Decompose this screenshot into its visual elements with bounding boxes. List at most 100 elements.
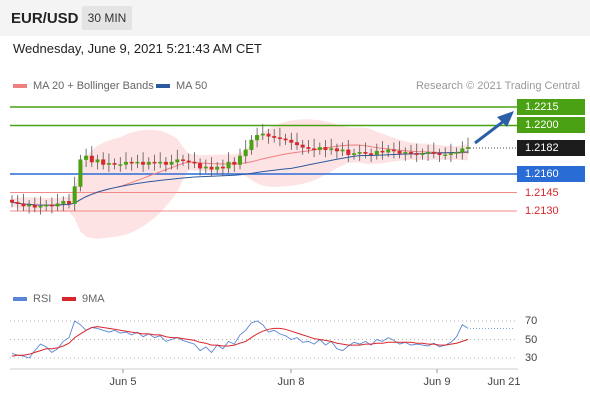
candle-body (466, 147, 471, 149)
candle-body (209, 166, 214, 170)
candle-body (454, 152, 459, 154)
candle-body (340, 149, 345, 152)
candle-body (334, 148, 339, 152)
x-tick-jun21: Jun 21 (487, 376, 521, 388)
candle-body (61, 201, 66, 204)
candle-body (295, 142, 300, 146)
candle-body (323, 147, 328, 151)
candle-body (249, 139, 254, 151)
candle-body (426, 152, 431, 154)
candle-body (101, 159, 106, 165)
rsi-tick-50: 50 (525, 334, 538, 346)
candle-body (409, 152, 414, 154)
x-tick-jun5: Jun 5 (109, 376, 137, 388)
chart-datetime: Wednesday, June 9, 2021 5:21:43 AM CET (13, 41, 262, 56)
rsi-line (11, 320, 469, 359)
candle-body (152, 161, 157, 164)
candle-body (55, 203, 60, 207)
candle-body (163, 161, 168, 165)
candle-body (380, 150, 385, 153)
level-label-support-1: 1.2145 (525, 187, 559, 199)
ma50-line (11, 151, 469, 206)
candle-body (175, 159, 180, 163)
timeframe-badge[interactable]: 30 MIN (82, 6, 132, 30)
candle-body (420, 153, 425, 155)
candle-body (397, 150, 402, 154)
candle-body (312, 148, 317, 151)
candle-body (84, 155, 89, 160)
candle-body (95, 159, 100, 163)
candle-body (9, 199, 14, 203)
level-label-last-price: 1.2182 (517, 140, 585, 156)
level-label-pivot: 1.2160 (517, 166, 585, 182)
research-credit: Research © 2021 Trading Central (415, 80, 580, 92)
candle-body (27, 204, 32, 207)
symbol-title: EUR/USD (11, 10, 79, 27)
candle-body (89, 155, 94, 163)
candle-body (357, 152, 362, 154)
rsi-swatch (13, 297, 27, 301)
candle-body (169, 161, 174, 165)
candle-body (317, 147, 322, 151)
candle-body (448, 153, 453, 155)
x-tick-jun9: Jun 9 (423, 376, 451, 388)
candle-body (414, 153, 419, 155)
candle-body (66, 201, 71, 204)
legend-ma50-label: MA 50 (176, 80, 208, 92)
legend-ma9-label: 9MA (82, 293, 105, 305)
candle-body (158, 161, 163, 164)
candle-body (352, 153, 357, 155)
candle-body (460, 148, 465, 153)
candle-body (180, 159, 185, 162)
candle-body (220, 166, 225, 169)
legend-ma50: MA 50 (156, 80, 207, 92)
candle-body (112, 163, 117, 165)
rsi-ma9-line (11, 326, 469, 357)
candle-body (374, 150, 379, 155)
legend-rsi-label: RSI (33, 293, 52, 305)
forecast-arrow (474, 119, 505, 145)
candle-body (272, 136, 277, 138)
candle-body (237, 155, 242, 165)
candle-body (44, 204, 49, 207)
level-label-resistance-2: 1.2215 (517, 99, 585, 115)
candle-body (306, 147, 311, 149)
candle-body (226, 161, 231, 169)
candle-body (283, 138, 288, 141)
candle-body (15, 202, 20, 204)
candle-body (266, 133, 271, 137)
x-tick-jun8: Jun 8 (277, 376, 305, 388)
candle-body (289, 139, 294, 143)
candle-body (215, 166, 220, 170)
candle-body (232, 161, 237, 165)
candle-body (49, 204, 54, 207)
forecast-arrowhead (497, 111, 514, 127)
rsi-tick-30: 30 (525, 352, 538, 364)
rsi-tick-70: 70 (525, 315, 538, 327)
candle-body (443, 154, 448, 156)
candle-body (260, 133, 265, 136)
candle-body (192, 161, 197, 164)
candle-body (369, 153, 374, 155)
candle-body (346, 149, 351, 155)
candle-body (386, 149, 391, 153)
candle-body (106, 163, 111, 165)
candle-body (186, 160, 191, 163)
candle-body (243, 149, 248, 157)
candle-body (135, 161, 140, 164)
candle-body (32, 204, 37, 208)
candle-body (203, 166, 208, 169)
legend-ma9: 9MA (62, 293, 105, 305)
candle-body (123, 161, 128, 165)
candle-body (363, 152, 368, 154)
candle-body (72, 186, 77, 204)
candle-body (255, 134, 260, 141)
candle-body (329, 148, 334, 151)
level-label-support-2: 1.2130 (525, 205, 559, 217)
candle-body (277, 137, 282, 140)
ma50-swatch (156, 84, 170, 88)
ma9-swatch (62, 297, 76, 301)
candle-body (129, 161, 134, 164)
candle-body (391, 149, 396, 152)
